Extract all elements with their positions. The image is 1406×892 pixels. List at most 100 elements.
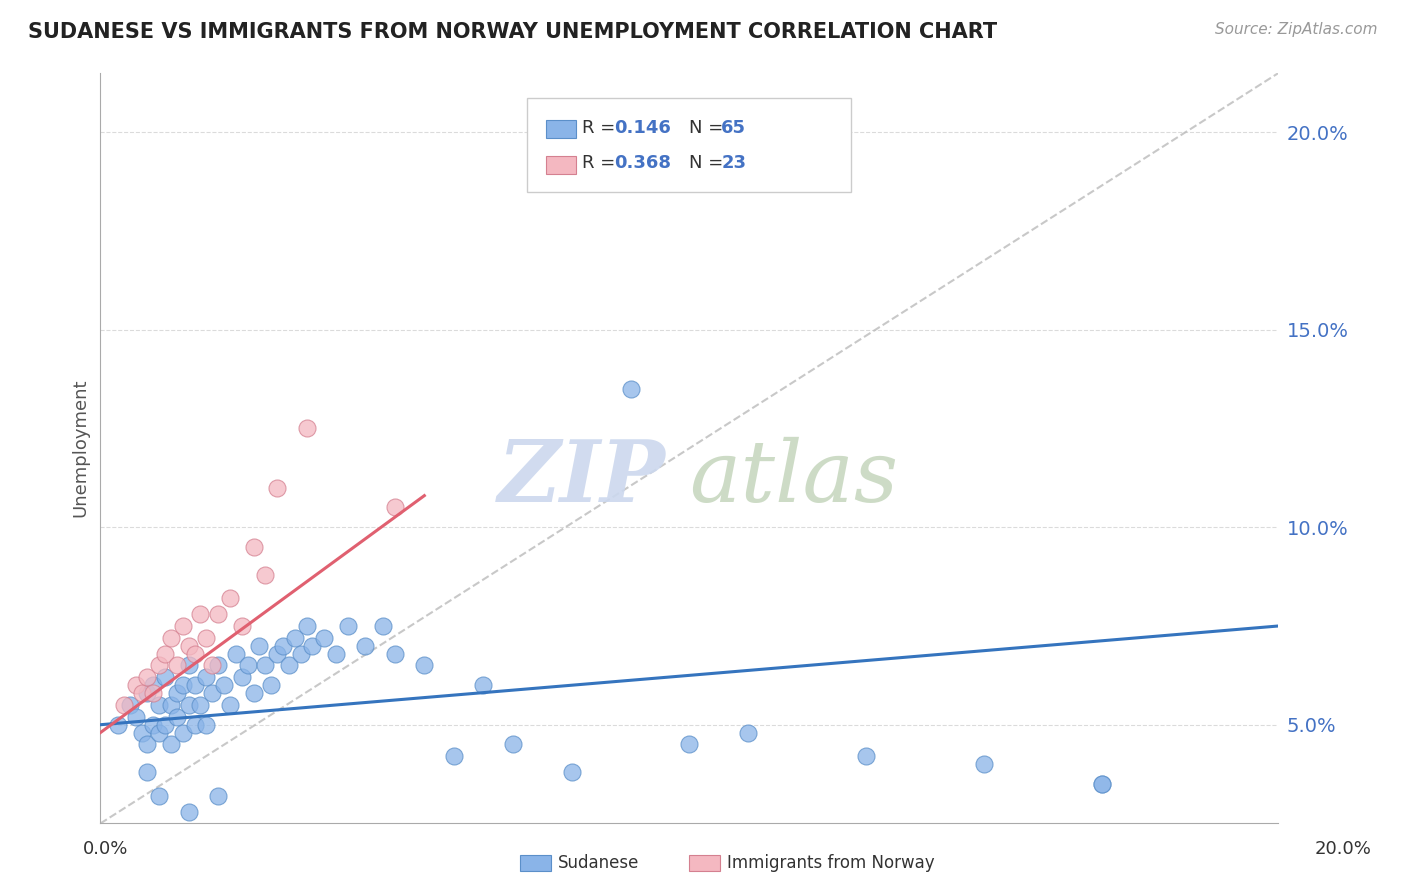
Point bbox=[166, 710, 188, 724]
Text: 0.146: 0.146 bbox=[614, 119, 671, 136]
Text: atlas: atlas bbox=[689, 437, 898, 519]
Y-axis label: Unemployment: Unemployment bbox=[72, 379, 89, 517]
Point bbox=[142, 678, 165, 692]
Point bbox=[207, 789, 229, 803]
Point bbox=[166, 686, 188, 700]
Point bbox=[160, 738, 183, 752]
Point bbox=[242, 686, 264, 700]
Text: Source: ZipAtlas.com: Source: ZipAtlas.com bbox=[1215, 22, 1378, 37]
Point bbox=[136, 738, 159, 752]
Point bbox=[183, 717, 205, 731]
Point bbox=[160, 698, 183, 712]
Text: 23: 23 bbox=[721, 154, 747, 172]
Point bbox=[195, 670, 218, 684]
Point bbox=[325, 647, 347, 661]
Point bbox=[1091, 777, 1114, 791]
Point bbox=[236, 658, 259, 673]
Point bbox=[284, 631, 307, 645]
Text: Sudanese: Sudanese bbox=[558, 854, 640, 871]
Point bbox=[254, 658, 277, 673]
Point bbox=[271, 639, 294, 653]
Point bbox=[678, 738, 700, 752]
Point bbox=[190, 607, 212, 621]
Text: N =: N = bbox=[689, 119, 728, 136]
Point bbox=[266, 481, 288, 495]
Point bbox=[472, 678, 495, 692]
Text: ZIP: ZIP bbox=[498, 436, 666, 520]
Text: 0.368: 0.368 bbox=[614, 154, 672, 172]
Point bbox=[136, 670, 159, 684]
Text: Immigrants from Norway: Immigrants from Norway bbox=[727, 854, 935, 871]
Text: R =: R = bbox=[582, 119, 621, 136]
Point bbox=[1091, 777, 1114, 791]
Point bbox=[384, 500, 406, 515]
Point bbox=[131, 686, 153, 700]
Point bbox=[142, 717, 165, 731]
Text: R =: R = bbox=[582, 154, 621, 172]
Point bbox=[172, 678, 194, 692]
Point bbox=[201, 658, 224, 673]
Point bbox=[619, 382, 641, 396]
Point bbox=[502, 738, 524, 752]
Point bbox=[737, 725, 759, 739]
Text: 0.0%: 0.0% bbox=[83, 840, 128, 858]
Point bbox=[153, 670, 176, 684]
Point bbox=[295, 619, 318, 633]
Point bbox=[177, 639, 200, 653]
Point bbox=[153, 647, 176, 661]
Point bbox=[260, 678, 283, 692]
Point bbox=[242, 540, 264, 554]
Point bbox=[177, 658, 200, 673]
Point bbox=[301, 639, 323, 653]
Point bbox=[172, 619, 194, 633]
Point bbox=[231, 619, 253, 633]
Point bbox=[371, 619, 394, 633]
Point bbox=[131, 725, 153, 739]
Point bbox=[166, 658, 188, 673]
Text: SUDANESE VS IMMIGRANTS FROM NORWAY UNEMPLOYMENT CORRELATION CHART: SUDANESE VS IMMIGRANTS FROM NORWAY UNEMP… bbox=[28, 22, 997, 42]
Point bbox=[225, 647, 247, 661]
Point bbox=[443, 749, 465, 764]
Point bbox=[118, 698, 141, 712]
Point bbox=[177, 698, 200, 712]
Point bbox=[254, 567, 277, 582]
Point bbox=[177, 805, 200, 819]
Point bbox=[136, 765, 159, 780]
Point bbox=[195, 717, 218, 731]
Point bbox=[207, 607, 229, 621]
Point bbox=[112, 698, 135, 712]
Text: 65: 65 bbox=[721, 119, 747, 136]
Point bbox=[295, 421, 318, 435]
Point bbox=[125, 678, 148, 692]
Point bbox=[148, 725, 170, 739]
Point bbox=[207, 658, 229, 673]
Point bbox=[354, 639, 377, 653]
Text: 20.0%: 20.0% bbox=[1315, 840, 1371, 858]
Point bbox=[190, 698, 212, 712]
Point bbox=[247, 639, 270, 653]
Point bbox=[153, 717, 176, 731]
Point bbox=[183, 678, 205, 692]
Point bbox=[413, 658, 436, 673]
Point bbox=[183, 647, 205, 661]
Point bbox=[212, 678, 235, 692]
Point bbox=[384, 647, 406, 661]
Point bbox=[142, 686, 165, 700]
Point bbox=[219, 698, 242, 712]
Point bbox=[195, 631, 218, 645]
Point bbox=[219, 591, 242, 606]
Point bbox=[160, 631, 183, 645]
Point bbox=[561, 765, 583, 780]
Point bbox=[125, 710, 148, 724]
Point bbox=[172, 725, 194, 739]
Point bbox=[277, 658, 299, 673]
Point bbox=[136, 686, 159, 700]
Point bbox=[231, 670, 253, 684]
Point bbox=[336, 619, 359, 633]
Point bbox=[148, 789, 170, 803]
Point bbox=[290, 647, 312, 661]
Point bbox=[148, 658, 170, 673]
Point bbox=[855, 749, 877, 764]
Point bbox=[973, 757, 995, 772]
Point bbox=[148, 698, 170, 712]
